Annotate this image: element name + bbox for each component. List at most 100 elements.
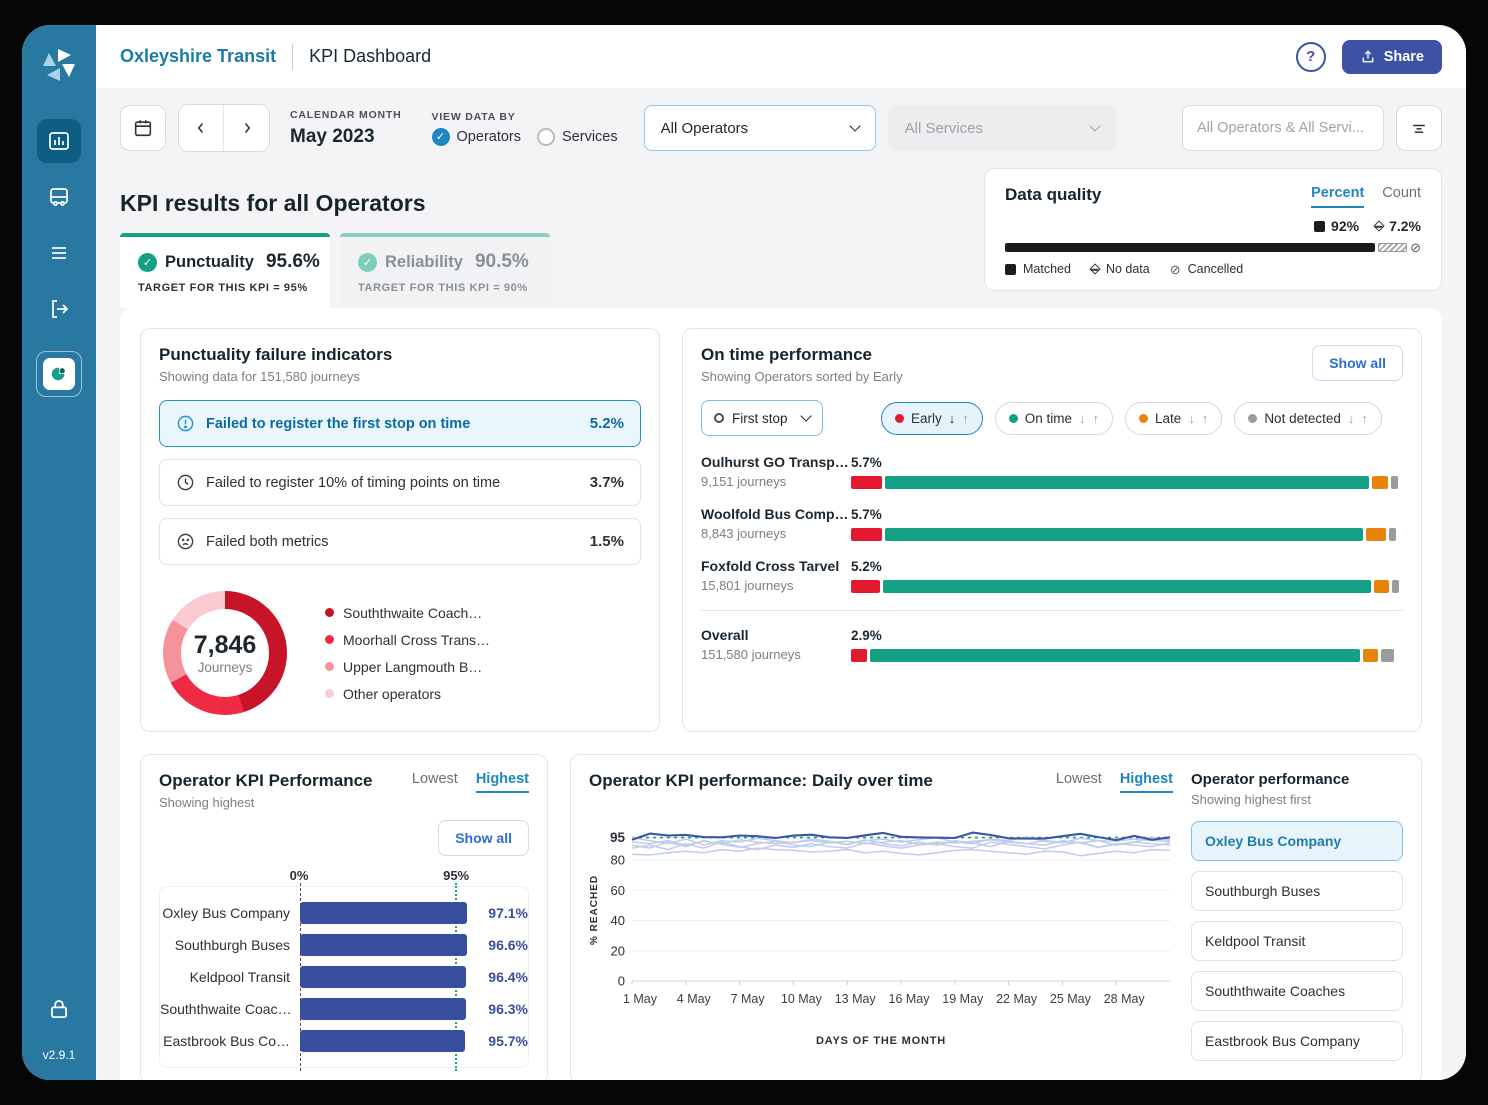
tab-count[interactable]: Count: [1382, 185, 1421, 208]
svg-text:0: 0: [618, 974, 625, 989]
sort-desc-icon[interactable]: ↓: [1348, 411, 1355, 426]
sort-asc-icon[interactable]: ↑: [1093, 411, 1100, 426]
next-month-button[interactable]: [224, 105, 269, 151]
operator-list-item[interactable]: Keldpool Transit: [1191, 921, 1403, 961]
share-button[interactable]: Share: [1342, 40, 1442, 74]
operator-bar-value: 96.6%: [488, 937, 528, 953]
stop-select[interactable]: First stop: [701, 400, 823, 436]
divider: [701, 610, 1403, 611]
calendar-button[interactable]: [120, 105, 166, 151]
card-title: Punctuality failure indicators: [159, 345, 641, 365]
tab-punctuality[interactable]: ✓ Punctuality 95.6% TARGET FOR THIS KPI …: [120, 233, 330, 308]
toggle-lowest[interactable]: Lowest: [1056, 771, 1102, 791]
bar-segment: [1391, 476, 1398, 489]
sort-desc-icon[interactable]: ↓: [1188, 411, 1195, 426]
toggle-lowest[interactable]: Lowest: [412, 771, 458, 791]
operator-list-item[interactable]: Souththwaite Coaches: [1191, 971, 1403, 1011]
sort-desc-icon[interactable]: ↓: [1079, 411, 1086, 426]
operator-bar-row: Oxley Bus Company97.1%: [160, 897, 528, 929]
matched-icon: [1314, 221, 1325, 232]
sidebar-item-list[interactable]: [37, 231, 81, 275]
chip-late[interactable]: Late ↓↑: [1125, 402, 1222, 435]
chevron-left-icon: [192, 119, 210, 137]
sort-asc-icon[interactable]: ↑: [962, 411, 969, 426]
donut-legend: Souththwaite Coach… Moorhall Cross Trans…: [325, 605, 490, 702]
tab-percent[interactable]: Percent: [1311, 185, 1364, 208]
operators-select[interactable]: All Operators: [644, 105, 876, 151]
matched-value: 92%: [1331, 218, 1359, 234]
page-title: KPI Dashboard: [309, 46, 431, 67]
on-time-row: Foxfold Cross Tarvel 15,801 journeys 5.2…: [701, 558, 1403, 593]
operator-list-item[interactable]: Oxley Bus Company: [1191, 821, 1403, 861]
bar-segment: [885, 528, 1363, 541]
show-all-button[interactable]: Show all: [438, 820, 529, 856]
operator-performance-title: Operator performance: [1191, 771, 1403, 788]
operator-bar-row: Souththwaite Coac…96.3%: [160, 993, 528, 1025]
sort-asc-icon[interactable]: ↑: [1361, 411, 1368, 426]
chevron-down-icon: [1089, 120, 1100, 131]
late-dot-icon: [1139, 414, 1148, 423]
failure-row-timing-points[interactable]: Failed to register 10% of timing points …: [159, 459, 641, 506]
tab-reliability[interactable]: ✓ Reliability 90.5% TARGET FOR THIS KPI …: [340, 233, 550, 308]
chip-early[interactable]: Early ↓↑: [881, 402, 983, 435]
bar-segment: [1372, 476, 1388, 489]
failure-indicators-card: Punctuality failure indicators Showing d…: [140, 328, 660, 732]
legend-dot: [325, 689, 334, 698]
failure-row-first-stop[interactable]: Failed to register the first stop on tim…: [159, 400, 641, 447]
operator-list-item[interactable]: Southburgh Buses: [1191, 871, 1403, 911]
version-label: v2.9.1: [43, 1048, 76, 1062]
app-window: v2.9.1 Oxleyshire Transit KPI Dashboard …: [22, 25, 1466, 1080]
filter-button[interactable]: [1396, 105, 1442, 151]
svg-text:80: 80: [611, 853, 625, 868]
list-icon: [47, 241, 71, 265]
show-all-button[interactable]: Show all: [1312, 345, 1403, 381]
toggle-highest[interactable]: Highest: [1120, 771, 1173, 793]
svg-text:20: 20: [611, 943, 625, 958]
chevron-down-icon: [800, 410, 811, 421]
operator-bar-row: Eastbrook Bus Co…95.7%: [160, 1025, 528, 1057]
stacked-bar: [851, 476, 1403, 489]
toggle-highest[interactable]: Highest: [476, 771, 529, 793]
clock-icon: [176, 473, 195, 492]
sidebar-item-logout[interactable]: [37, 287, 81, 331]
search-input[interactable]: [1182, 105, 1384, 151]
sidebar-item-vehicles[interactable]: [37, 175, 81, 219]
stop-circle-icon: [714, 413, 724, 423]
kpi-results-panel: Punctuality failure indicators Showing d…: [120, 308, 1442, 1080]
chip-on-time[interactable]: On time ↓↑: [995, 402, 1113, 435]
data-quality-title: Data quality: [1005, 185, 1101, 205]
matched-icon: [1005, 264, 1016, 275]
card-subtitle: Showing Operators sorted by Early: [701, 369, 903, 384]
help-button[interactable]: ?: [1296, 42, 1326, 72]
radio-checked-icon: ✓: [432, 128, 450, 146]
no-data-value: 7.2%: [1389, 218, 1421, 234]
svg-text:1 May: 1 May: [623, 992, 658, 1006]
bar-segment: [1363, 649, 1378, 662]
failure-row-both-metrics[interactable]: Failed both metrics 1.5%: [159, 518, 641, 565]
previous-month-button[interactable]: [179, 105, 224, 151]
x-axis-label: DAYS OF THE MONTH: [589, 1035, 1173, 1047]
sidebar: v2.9.1: [22, 25, 96, 1080]
no-data-bar-segment: [1378, 243, 1407, 252]
chip-not-detected[interactable]: Not detected ↓↑: [1234, 402, 1382, 435]
logout-icon: [47, 297, 71, 321]
calendar-icon: [132, 117, 154, 139]
matched-bar-segment: [1005, 243, 1375, 252]
on-time-row: Woolfold Bus Comp… 8,843 journeys 5.7%: [701, 506, 1403, 541]
radio-operators[interactable]: ✓ Operators: [432, 128, 521, 146]
card-subtitle: Showing data for 151,580 journeys: [159, 369, 641, 384]
early-percent-label: 5.7%: [851, 507, 1403, 522]
svg-text:22 May: 22 May: [996, 992, 1038, 1006]
sort-desc-icon[interactable]: ↓: [949, 411, 956, 426]
sort-asc-icon[interactable]: ↑: [1202, 411, 1209, 426]
operator-list-item[interactable]: Eastbrook Bus Company: [1191, 1021, 1403, 1061]
cancelled-icon: ⊘: [1410, 241, 1421, 254]
sidebar-item-dashboard[interactable]: [37, 119, 81, 163]
legend-item: Souththwaite Coach…: [325, 605, 490, 621]
check-circle-icon: ✓: [138, 253, 157, 272]
sidebar-item-companion-app[interactable]: [36, 351, 82, 397]
early-percent-label: 5.2%: [851, 559, 1403, 574]
radio-services[interactable]: Services: [537, 128, 618, 146]
services-select[interactable]: All Services: [888, 105, 1116, 151]
y-axis-label: % REACHED: [589, 815, 600, 1005]
